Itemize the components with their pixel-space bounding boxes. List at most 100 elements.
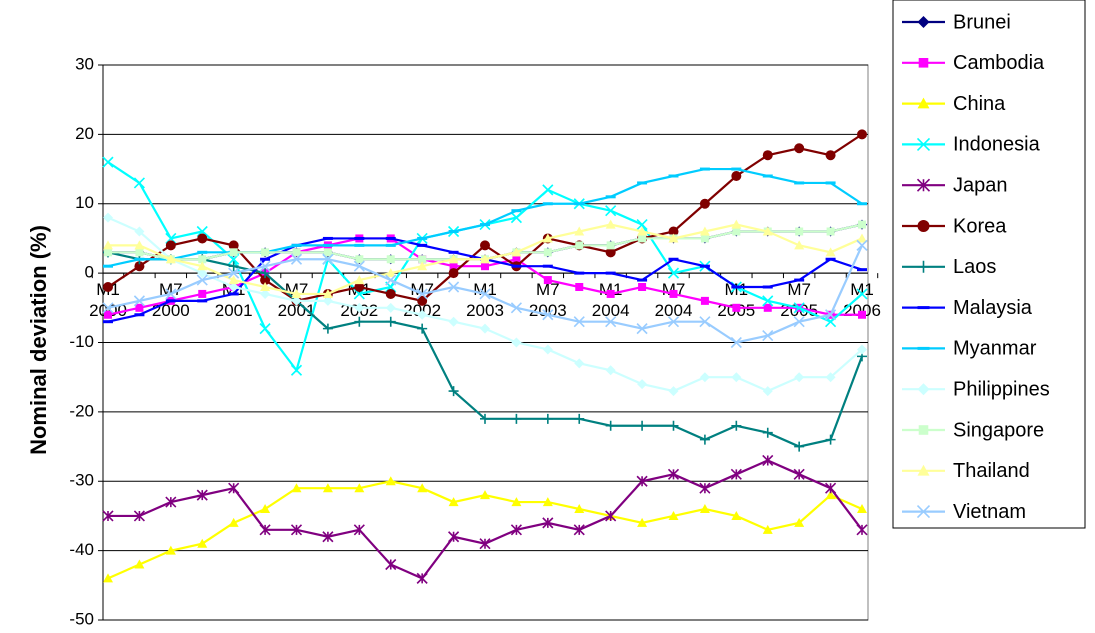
marker <box>103 240 113 250</box>
marker <box>699 372 710 383</box>
marker <box>731 167 742 171</box>
marker <box>605 271 616 275</box>
marker <box>575 241 584 250</box>
marker <box>668 233 679 243</box>
legend-label: Indonesia <box>953 134 1041 156</box>
marker <box>510 524 522 536</box>
marker <box>638 283 647 291</box>
marker <box>448 386 459 397</box>
marker <box>196 489 208 501</box>
marker <box>103 264 113 268</box>
marker <box>857 268 867 272</box>
marker <box>385 268 396 278</box>
marker <box>449 262 458 271</box>
marker <box>480 490 490 500</box>
marker <box>918 58 929 68</box>
marker <box>260 288 271 299</box>
marker <box>731 372 742 383</box>
marker <box>732 303 741 312</box>
marker <box>916 178 931 192</box>
marker <box>198 289 207 298</box>
marker <box>229 248 238 257</box>
marker <box>857 129 867 140</box>
marker <box>699 167 710 171</box>
marker <box>261 248 270 257</box>
marker <box>916 137 931 151</box>
marker <box>511 209 522 213</box>
marker <box>322 295 333 306</box>
marker <box>699 264 710 268</box>
marker <box>448 316 459 327</box>
marker <box>165 254 176 264</box>
marker <box>543 248 552 257</box>
marker <box>917 464 930 476</box>
marker <box>542 184 554 196</box>
marker <box>668 257 679 261</box>
marker <box>355 255 364 264</box>
marker <box>134 257 145 261</box>
legend-label: China <box>953 93 1006 115</box>
marker <box>228 267 240 279</box>
marker <box>290 364 303 376</box>
marker <box>291 288 302 298</box>
marker <box>322 236 333 240</box>
marker <box>636 218 648 231</box>
marker <box>668 226 679 237</box>
marker <box>448 281 460 293</box>
marker <box>731 171 742 181</box>
marker <box>135 248 144 257</box>
marker <box>699 482 711 494</box>
marker <box>637 278 648 282</box>
marker <box>353 260 365 272</box>
marker <box>542 517 554 529</box>
marker <box>542 202 553 206</box>
marker <box>511 247 522 257</box>
y-tick-label: -10 <box>69 332 94 351</box>
marker <box>669 289 678 298</box>
marker <box>794 278 805 282</box>
marker <box>260 504 271 513</box>
legend-label: Korea <box>953 215 1007 237</box>
marker <box>917 16 930 28</box>
marker <box>354 483 365 493</box>
marker <box>606 289 615 298</box>
marker <box>354 243 365 247</box>
marker <box>354 302 365 313</box>
marker <box>292 248 301 257</box>
marker <box>228 282 239 292</box>
marker <box>417 261 428 271</box>
marker <box>165 299 176 303</box>
marker <box>197 268 208 279</box>
marker <box>197 299 208 303</box>
marker <box>385 236 396 240</box>
marker <box>762 174 773 178</box>
marker <box>667 316 680 328</box>
marker <box>416 288 428 300</box>
marker <box>511 337 522 348</box>
marker <box>322 253 334 265</box>
marker <box>134 226 145 237</box>
marker <box>197 538 208 548</box>
marker <box>699 316 711 328</box>
legend-label: Thailand <box>953 460 1030 482</box>
marker <box>480 240 490 251</box>
marker <box>353 524 365 536</box>
marker <box>354 316 365 327</box>
marker <box>135 303 144 312</box>
marker <box>322 288 333 298</box>
marker <box>762 427 773 438</box>
marker <box>856 239 868 251</box>
marker <box>918 425 929 435</box>
marker <box>542 309 554 321</box>
marker <box>260 257 271 261</box>
legend-label: Malaysia <box>953 297 1033 319</box>
marker <box>510 212 522 224</box>
legend-label: Cambodia <box>953 52 1045 74</box>
marker <box>386 255 395 264</box>
y-axis-label: Nominal deviation (%) <box>26 225 51 455</box>
marker <box>322 323 333 334</box>
marker <box>605 219 616 229</box>
marker <box>574 271 585 275</box>
marker <box>858 220 866 229</box>
y-tick-label: -50 <box>69 609 94 628</box>
